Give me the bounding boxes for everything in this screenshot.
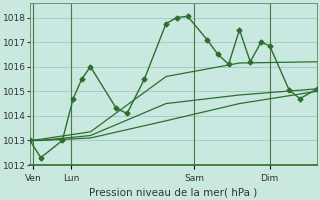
X-axis label: Pression niveau de la mer( hPa ): Pression niveau de la mer( hPa ) [90, 187, 258, 197]
